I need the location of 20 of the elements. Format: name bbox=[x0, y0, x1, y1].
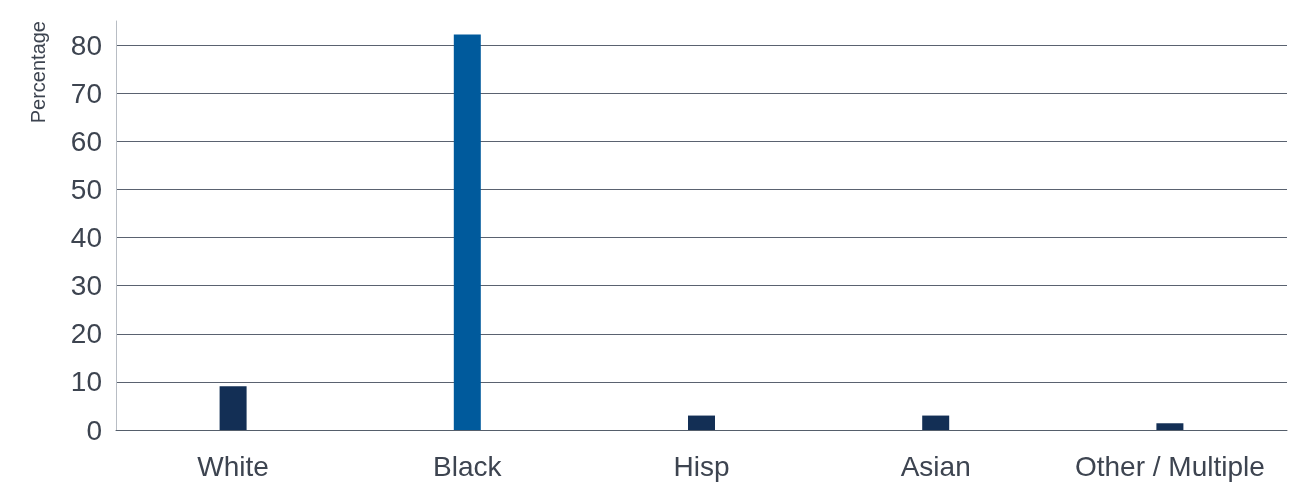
bar bbox=[453, 34, 481, 430]
y-tick-label: 80 bbox=[70, 29, 102, 61]
bar bbox=[688, 415, 715, 430]
y-axis-title: Percentage bbox=[27, 21, 49, 124]
y-tick-label: 10 bbox=[70, 366, 102, 398]
y-tick-label: 60 bbox=[70, 125, 102, 157]
y-tick-label: 20 bbox=[70, 318, 102, 350]
y-tick-label: 50 bbox=[70, 173, 102, 205]
x-tick-label: Hisp bbox=[673, 450, 730, 482]
bar bbox=[1156, 423, 1184, 430]
x-tick-label: Black bbox=[433, 450, 503, 482]
bar bbox=[219, 386, 247, 430]
y-tick-label: 70 bbox=[70, 77, 102, 109]
y-tick-label: 40 bbox=[70, 222, 102, 254]
y-tick-label: 30 bbox=[70, 270, 102, 302]
y-tick-label: 0 bbox=[86, 414, 102, 446]
x-tick-label: Asian bbox=[900, 450, 971, 482]
x-tick-label: White bbox=[197, 450, 269, 482]
x-tick-label: Other / Multiple bbox=[1074, 450, 1265, 482]
bar bbox=[922, 415, 950, 430]
